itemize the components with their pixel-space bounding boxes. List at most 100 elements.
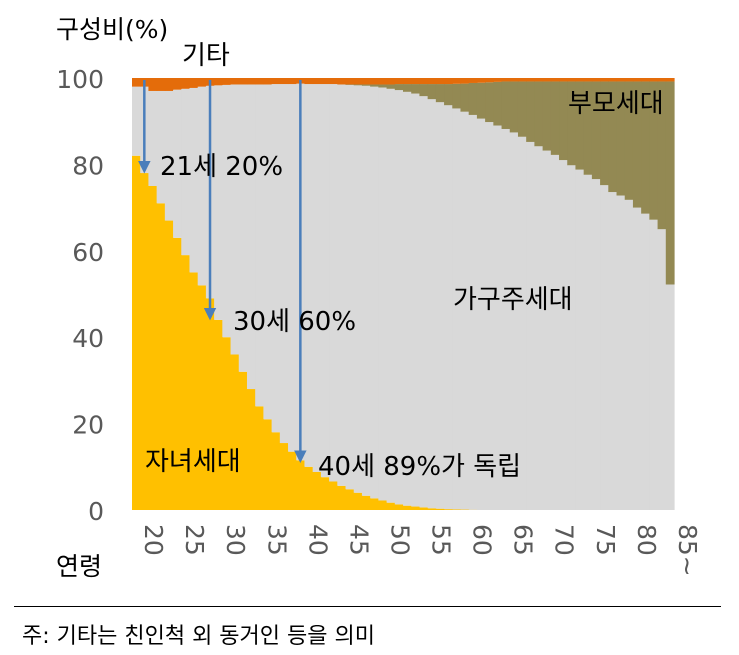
bar-segment-series-3-age-49 (370, 78, 379, 85)
annotation-40: 40세 89%가 독립 (318, 452, 521, 482)
bar-segment-series-2-age-51 (386, 84, 396, 89)
bar-segment-series-3-age-84 (657, 78, 667, 82)
bar-segment-series-0-age-35 (255, 406, 264, 510)
bar-segment-series-3-age-64 (493, 78, 503, 82)
bar-segment-series-1-age-44 (329, 84, 338, 482)
bar-segment-series-2-age-75 (583, 81, 593, 175)
bar-segment-series-1-age-26 (181, 88, 191, 256)
bar-segment-series-1-age-65 (501, 128, 511, 511)
bar-segment-series-3-age-60 (460, 78, 470, 84)
bar-segment-series-1-age-39 (288, 84, 297, 452)
bar-segment-series-1-age-62 (476, 118, 486, 511)
bar-segment-series-1-age-20 (132, 86, 141, 156)
bar-segment-series-0-age-31 (222, 337, 232, 510)
bar-segment-series-2-age-83 (649, 81, 659, 220)
bar-segment-series-0-age-39 (288, 451, 297, 510)
bar-segment-series-0-age-40 (296, 460, 306, 510)
bar-segment-series-0-age-37 (271, 432, 281, 510)
bar-segment-series-1-age-36 (263, 84, 273, 420)
bar-segment-series-0-age-49 (370, 498, 379, 510)
bar-segment-series-0-age-50 (378, 500, 388, 510)
x-tick-label-85~: 85~ (673, 524, 702, 577)
bar-segment-series-0-age-48 (361, 495, 371, 510)
bar-segment-series-3-age-52 (394, 78, 404, 85)
bar-segment-series-1-age-53 (403, 91, 412, 506)
bar-segment-series-1-age-46 (345, 84, 355, 490)
x-tick-label-50: 50 (386, 524, 415, 556)
bar-segment-series-2-age-72 (559, 81, 568, 161)
bar-segment-series-0-age-44 (329, 481, 338, 510)
bar-segment-series-1-age-71 (550, 154, 560, 510)
bar-segment-series-1-age-69 (534, 146, 544, 510)
bar-segment-series-0-age-58 (444, 509, 453, 510)
bar-segment-series-1-age-57 (435, 102, 445, 509)
bar-segment-series-3-age-22 (148, 78, 158, 91)
bar-segment-series-3-age-36 (263, 78, 273, 85)
bar-segment-series-3-age-37 (271, 78, 281, 85)
bar-segment-series-3-age-65 (501, 78, 511, 82)
bar-segment-series-2-age-55 (419, 84, 429, 97)
bar-segment-series-1-age-27 (189, 87, 199, 273)
bar-segment-series-3-age-39 (288, 78, 297, 85)
bar-segment-series-1-age-82 (641, 213, 650, 510)
bar-segment-series-0-age-24 (164, 220, 174, 510)
bar-segment-series-3-age-85~ (665, 78, 675, 82)
bar-segment-series-1-age-64 (493, 125, 503, 511)
bar-segment-series-0-age-26 (181, 255, 191, 510)
bar-segment-series-0-age-21 (140, 173, 150, 511)
bar-segment-series-3-age-43 (320, 78, 330, 85)
x-axis-title: 연령 (56, 552, 102, 581)
bar-segment-series-0-age-23 (156, 203, 166, 510)
y-tick-label-60: 60 (72, 238, 104, 267)
bar-segment-series-3-age-26 (181, 78, 191, 89)
bar-segment-series-3-age-76 (591, 78, 601, 82)
bar-segment-series-2-age-54 (411, 84, 421, 94)
bar-segment-series-1-age-52 (394, 90, 404, 505)
bar-segment-series-3-age-70 (542, 78, 552, 82)
bar-segment-series-0-age-30 (214, 319, 223, 510)
x-tick-label-40: 40 (303, 524, 332, 556)
x-tick-label-65: 65 (509, 524, 538, 556)
bar-segment-series-3-age-54 (411, 78, 421, 85)
annotation-30: 30세 60% (233, 307, 356, 337)
y-tick-label-80: 80 (72, 151, 104, 180)
x-tick-label-70: 70 (550, 524, 579, 556)
bar-segment-series-1-age-73 (567, 165, 577, 510)
bar-segment-series-3-age-56 (427, 78, 437, 85)
bar-segment-series-3-age-67 (517, 78, 527, 82)
bar-segment-series-2-age-49 (370, 84, 379, 87)
bar-segment-series-1-age-83 (649, 219, 659, 510)
bar-segment-series-2-age-48 (361, 84, 371, 86)
bar-segment-series-1-age-37 (271, 84, 281, 433)
y-tick-label-0: 0 (88, 497, 104, 526)
bar-segment-series-1-age-23 (156, 90, 166, 204)
bar-segment-series-3-age-74 (575, 78, 585, 82)
bar-segment-series-2-age-57 (435, 84, 445, 103)
bar-segment-series-1-age-58 (444, 105, 453, 510)
bar-segment-series-1-age-24 (164, 90, 174, 221)
bar-segment-series-3-age-25 (173, 78, 182, 90)
bar-segment-series-2-age-77 (600, 81, 609, 186)
bar-segment-series-1-age-33 (238, 84, 248, 372)
bar-segment-series-0-age-41 (304, 466, 314, 510)
bar-segment-series-2-age-78 (608, 81, 618, 193)
bar-segment-series-3-age-47 (353, 78, 363, 85)
footnote: 주: 기타는 친인척 외 동거인 등을 의미 (22, 624, 375, 649)
bar-segment-series-1-age-25 (173, 89, 182, 238)
bar-segment-series-0-age-55 (419, 507, 429, 510)
bar-segment-series-1-age-55 (419, 96, 429, 508)
bar-segment-series-2-age-59 (452, 83, 462, 109)
bar-segment-series-3-age-62 (476, 78, 486, 83)
bar-segment-series-3-age-46 (345, 78, 355, 85)
bar-segment-series-3-age-28 (197, 78, 207, 87)
bar-segment-series-1-age-47 (353, 85, 363, 493)
bar-segment-series-3-age-38 (279, 78, 289, 85)
bar-segment-series-0-age-25 (173, 237, 182, 510)
x-tick-label-60: 60 (468, 524, 497, 556)
bar-segment-series-3-age-51 (386, 78, 396, 85)
bar-segment-series-3-age-59 (452, 78, 462, 84)
bar-segment-series-1-age-48 (361, 85, 371, 496)
bar-segment-series-2-age-71 (550, 81, 560, 155)
bar-segment-series-3-age-42 (312, 78, 322, 85)
bar-segment-series-3-age-81 (632, 78, 642, 82)
